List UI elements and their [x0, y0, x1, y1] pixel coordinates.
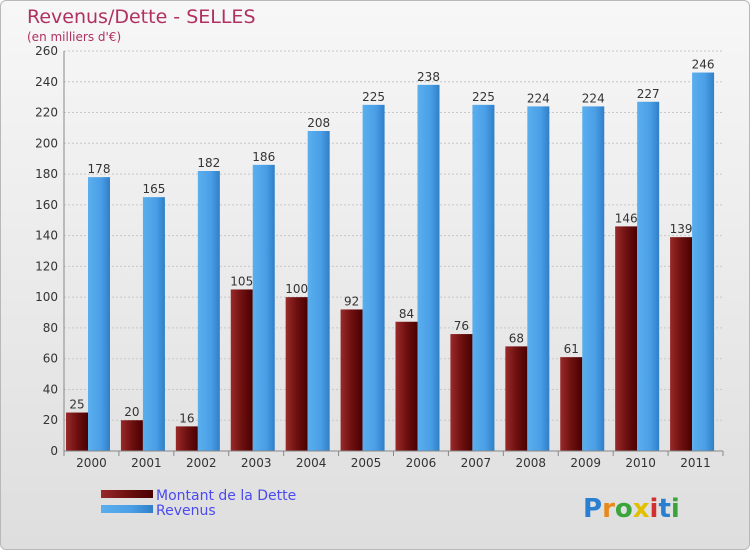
x-tick-label: 2000: [76, 456, 107, 470]
data-label: 225: [472, 90, 495, 104]
bar-revenus: [362, 104, 385, 451]
y-tick-label: 260: [35, 44, 58, 58]
data-label: 139: [670, 222, 693, 236]
data-label: 92: [344, 294, 359, 308]
data-label: 61: [564, 342, 579, 356]
y-tick-label: 180: [35, 167, 58, 181]
bar-revenus: [692, 72, 715, 452]
bar-revenus: [88, 177, 110, 451]
y-tick-label: 140: [35, 229, 58, 243]
logo-letter-2: o: [615, 494, 633, 524]
x-axis: 2000 2001 2002 2003 2004 2005 2006 2007 2008 2009…: [63, 450, 724, 470]
bar-debt: [670, 237, 693, 451]
logo-letter-5: t: [658, 494, 670, 524]
bar-revenus: [252, 164, 275, 451]
data-label: 182: [197, 156, 220, 170]
bar-revenus: [197, 171, 220, 451]
data-label: 165: [142, 182, 165, 196]
data-label: 227: [637, 87, 660, 101]
bars: [66, 72, 715, 452]
y-tick-label: 0: [50, 444, 58, 458]
bar-revenus: [307, 131, 330, 451]
x-tick-label: 2005: [351, 456, 382, 470]
x-tick-label: 2004: [296, 456, 327, 470]
bar-revenus: [472, 104, 495, 451]
y-tick-label: 220: [35, 106, 58, 120]
data-label: 238: [417, 70, 440, 84]
gridlines: [64, 50, 723, 452]
bar-debt: [285, 297, 308, 451]
y-tick-label: 160: [35, 198, 58, 212]
data-label: 186: [252, 150, 275, 164]
legend-label-revenus: Revenus: [156, 503, 216, 519]
bar-debt: [175, 426, 198, 451]
data-label: 84: [399, 307, 414, 321]
bar-revenus: [417, 84, 440, 451]
bar-debt: [615, 226, 638, 451]
bar-debt: [560, 357, 583, 451]
legend-label-debt: Montant de la Dette: [156, 488, 296, 504]
x-tick-label: 2010: [625, 456, 656, 470]
x-tick-label: 2008: [516, 456, 547, 470]
data-label: 68: [509, 331, 524, 345]
data-label: 224: [527, 91, 550, 105]
bar-debt: [340, 309, 363, 451]
data-label: 208: [307, 116, 330, 130]
data-label: 224: [582, 91, 605, 105]
x-tick-label: 2006: [406, 456, 437, 470]
data-label: 178: [88, 162, 111, 176]
data-label: 105: [230, 274, 253, 288]
proxiti-logo: Proxiti: [583, 494, 680, 524]
y-tick-label: 240: [35, 75, 58, 89]
x-tick-label: 2009: [570, 456, 601, 470]
logo-letter-1: r: [602, 494, 615, 524]
y-tick-label: 40: [43, 382, 58, 396]
bar-debt: [505, 346, 528, 451]
logo-letter-0: P: [583, 494, 602, 524]
data-label: 16: [179, 411, 194, 425]
logo-letter-4: i: [650, 494, 659, 524]
x-tick-label: 2001: [131, 456, 162, 470]
y-tick-label: 100: [35, 290, 58, 304]
bar-debt: [230, 289, 253, 451]
y-tick-label: 200: [35, 136, 58, 150]
x-tick-label: 2003: [241, 456, 272, 470]
bar-revenus: [527, 106, 550, 451]
value-labels: 25 178 20 165 16 182 105 186 100 208 92 225 84 238 76 2…: [69, 58, 714, 426]
bar-revenus: [142, 197, 165, 451]
x-tick-label: 2007: [461, 456, 492, 470]
x-tick-label: 2002: [186, 456, 217, 470]
data-label: 25: [69, 398, 84, 412]
bar-debt: [450, 334, 473, 451]
bar-revenus: [637, 101, 660, 452]
data-label: 246: [692, 58, 715, 72]
data-label: 225: [362, 90, 385, 104]
y-tick-label: 20: [43, 413, 58, 427]
y-tick-label: 120: [35, 259, 58, 273]
bar-debt: [120, 420, 143, 451]
bar-debt: [66, 412, 88, 451]
logo-letter-6: i: [671, 494, 680, 524]
y-axis: 0 20 40 60 80 100 120 140 160 180 200 220 240 260: [35, 44, 65, 458]
logo-letter-3: x: [633, 494, 650, 524]
chart-title: Revenus/Dette - SELLES: [27, 6, 256, 28]
bar-revenus: [582, 106, 605, 451]
data-label: 20: [124, 405, 139, 419]
chart-subtitle: (en milliers d'€): [27, 30, 121, 44]
legend-swatch-revenus: [101, 505, 153, 513]
data-label: 76: [454, 319, 469, 333]
data-label: 100: [285, 282, 308, 296]
y-tick-label: 60: [43, 352, 58, 366]
bar-debt: [395, 321, 418, 451]
y-tick-label: 80: [43, 321, 58, 335]
data-label: 146: [615, 211, 638, 225]
legend-swatch-debt: [101, 490, 153, 498]
x-tick-label: 2011: [680, 456, 711, 470]
